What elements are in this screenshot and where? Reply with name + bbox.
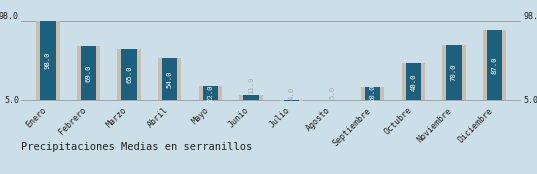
Bar bbox=[40, 21, 56, 100]
Text: 65.0: 65.0 bbox=[126, 66, 132, 83]
Text: 69.0: 69.0 bbox=[85, 64, 91, 82]
Text: 22.0: 22.0 bbox=[207, 84, 213, 102]
Text: 4.0: 4.0 bbox=[288, 87, 294, 100]
Bar bbox=[365, 87, 380, 100]
Bar bbox=[483, 30, 506, 100]
Bar bbox=[162, 58, 177, 100]
Bar bbox=[239, 95, 263, 100]
Bar bbox=[405, 64, 421, 100]
Text: 20.0: 20.0 bbox=[369, 85, 376, 102]
Bar bbox=[446, 45, 462, 100]
Bar bbox=[36, 21, 60, 100]
Text: 70.0: 70.0 bbox=[451, 64, 457, 81]
Bar bbox=[202, 86, 218, 100]
Text: 5.0: 5.0 bbox=[524, 96, 537, 105]
Bar bbox=[81, 46, 96, 100]
Text: 5.0: 5.0 bbox=[4, 96, 19, 105]
Text: 11.0: 11.0 bbox=[248, 76, 254, 94]
Text: Precipitaciones Medias en serranillos: Precipitaciones Medias en serranillos bbox=[21, 142, 253, 152]
Text: 48.0: 48.0 bbox=[410, 73, 416, 90]
Bar bbox=[280, 100, 303, 101]
Bar bbox=[117, 49, 141, 100]
Bar bbox=[199, 86, 222, 100]
Text: 98.0: 98.0 bbox=[45, 52, 51, 69]
Text: 5.0: 5.0 bbox=[329, 86, 335, 99]
Bar bbox=[121, 49, 137, 100]
Bar bbox=[487, 30, 502, 100]
Bar bbox=[243, 95, 259, 100]
Text: 98.0: 98.0 bbox=[0, 12, 19, 21]
Text: 98.0: 98.0 bbox=[524, 12, 537, 21]
Bar bbox=[284, 100, 299, 101]
Bar bbox=[158, 58, 182, 100]
Bar bbox=[77, 46, 100, 100]
Text: 87.0: 87.0 bbox=[491, 56, 497, 74]
Bar bbox=[361, 87, 384, 100]
Bar bbox=[402, 64, 425, 100]
Bar bbox=[442, 45, 466, 100]
Text: 54.0: 54.0 bbox=[166, 70, 173, 88]
